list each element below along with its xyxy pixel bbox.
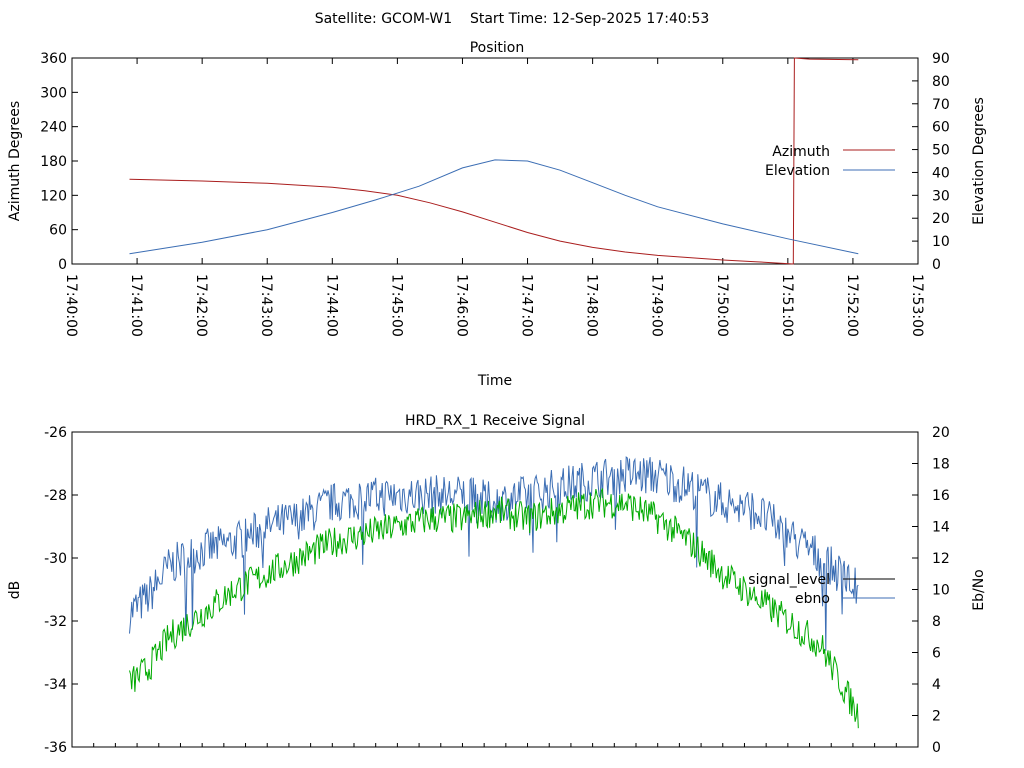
position-x-tick-label: 17:53:00 (909, 274, 925, 337)
signal-y2-tick-label: 6 (932, 646, 941, 662)
position-y2-label: Elevation Degrees (971, 97, 987, 225)
position-x-tick-label: 17:42:00 (193, 274, 209, 337)
receive-signal-chart: HRD_RX_1 Receive Signal -26 -28 -30 -32 -34 -… (7, 413, 987, 756)
signal-title: HRD_RX_1 Receive Signal (405, 413, 585, 429)
legend-signal-level-label: signal_level (748, 572, 830, 588)
position-y-tick-label: 360 (40, 51, 67, 67)
signal-y-tick-label: -30 (44, 551, 67, 567)
position-y-label: Azimuth Degrees (7, 101, 23, 221)
position-x-tick-label: 17:41:00 (128, 274, 144, 337)
legend-elevation-label: Elevation (765, 163, 830, 179)
position-x-tick-label: 17:49:00 (649, 274, 665, 337)
position-x-tick-label: 17:50:00 (714, 274, 730, 337)
position-y-tick-label: 0 (58, 257, 67, 273)
position-y-tick-label: 300 (40, 85, 67, 101)
position-y2-tick-label: 80 (932, 74, 950, 90)
signal-y2-tick-label: 14 (932, 520, 950, 536)
signal-y2-tick-label: 16 (932, 488, 950, 504)
position-plot-frame (71, 57, 919, 265)
position-x-tick-label: 17:48:00 (584, 274, 600, 337)
main-title: Satellite: GCOM-W1 Start Time: 12-Sep-20… (315, 11, 710, 27)
position-y-tick-label: 180 (40, 154, 67, 170)
position-y-tick-label: 60 (49, 223, 67, 239)
signal-y-label: dB (7, 581, 23, 600)
signal-y2-label: Eb/No (971, 569, 987, 611)
position-y-tick-label: 120 (40, 188, 67, 204)
signal-y2-tick-label: 4 (932, 677, 941, 693)
signal-series-ebno-line (129, 456, 859, 651)
signal-plot-frame (71, 431, 919, 748)
position-legend: Azimuth Elevation (765, 144, 895, 179)
signal-y-tick-label: -28 (44, 488, 67, 504)
signal-y2-tick-label: 12 (932, 551, 950, 567)
position-y2-tick-label: 50 (932, 143, 950, 159)
position-x-tick-label: 17:52:00 (844, 274, 860, 337)
legend-ebno-label: ebno (795, 591, 830, 607)
signal-y-tick-label: -34 (44, 677, 67, 693)
position-x-tick-label: 17:40:00 (63, 274, 79, 337)
signal-y2-tick-label: 0 (932, 740, 941, 756)
signal-y-tick-label: -26 (44, 425, 67, 441)
position-x-tick-label: 17:45:00 (388, 274, 404, 337)
position-y2-tick-label: 40 (932, 165, 950, 181)
position-y2-tick-label: 60 (932, 120, 950, 136)
position-chart: Position 0 60 120 180 240 300 360 0 10 20 30 40 50 60… (7, 40, 987, 389)
position-x-label: Time (477, 373, 512, 389)
position-x-tick-label: 17:44:00 (323, 274, 339, 337)
signal-legend: signal_level ebno (748, 572, 895, 607)
position-y2-tick-label: 70 (932, 97, 950, 113)
signal-y2-tick-label: 8 (932, 614, 941, 630)
signal-y-tick-label: -32 (44, 614, 67, 630)
position-y2-tick-label: 0 (932, 257, 941, 273)
signal-y2-tick-label: 10 (932, 583, 950, 599)
position-x-tick-label: 17:46:00 (453, 274, 469, 337)
position-y2-tick-label: 10 (932, 234, 950, 250)
legend-azimuth-label: Azimuth (772, 144, 830, 160)
signal-y2-tick-label: 2 (932, 709, 941, 725)
position-x-tick-label: 17:43:00 (258, 274, 274, 337)
position-title: Position (470, 40, 525, 56)
position-x-tick-label: 17:51:00 (779, 274, 795, 337)
signal-y2-tick-label: 20 (932, 425, 950, 441)
position-y2-tick-label: 90 (932, 51, 950, 67)
position-y-tick-label: 240 (40, 120, 67, 136)
position-y2-tick-label: 30 (932, 188, 950, 204)
position-x-tick-label: 17:47:00 (519, 274, 535, 337)
position-y2-tick-label: 20 (932, 211, 950, 227)
signal-series-secondary-line (129, 488, 859, 729)
signal-y-tick-label: -36 (44, 740, 67, 756)
position-series-azimuth-line (129, 57, 859, 265)
position-series-elevation-line (129, 159, 859, 255)
signal-y2-tick-label: 18 (932, 457, 950, 473)
